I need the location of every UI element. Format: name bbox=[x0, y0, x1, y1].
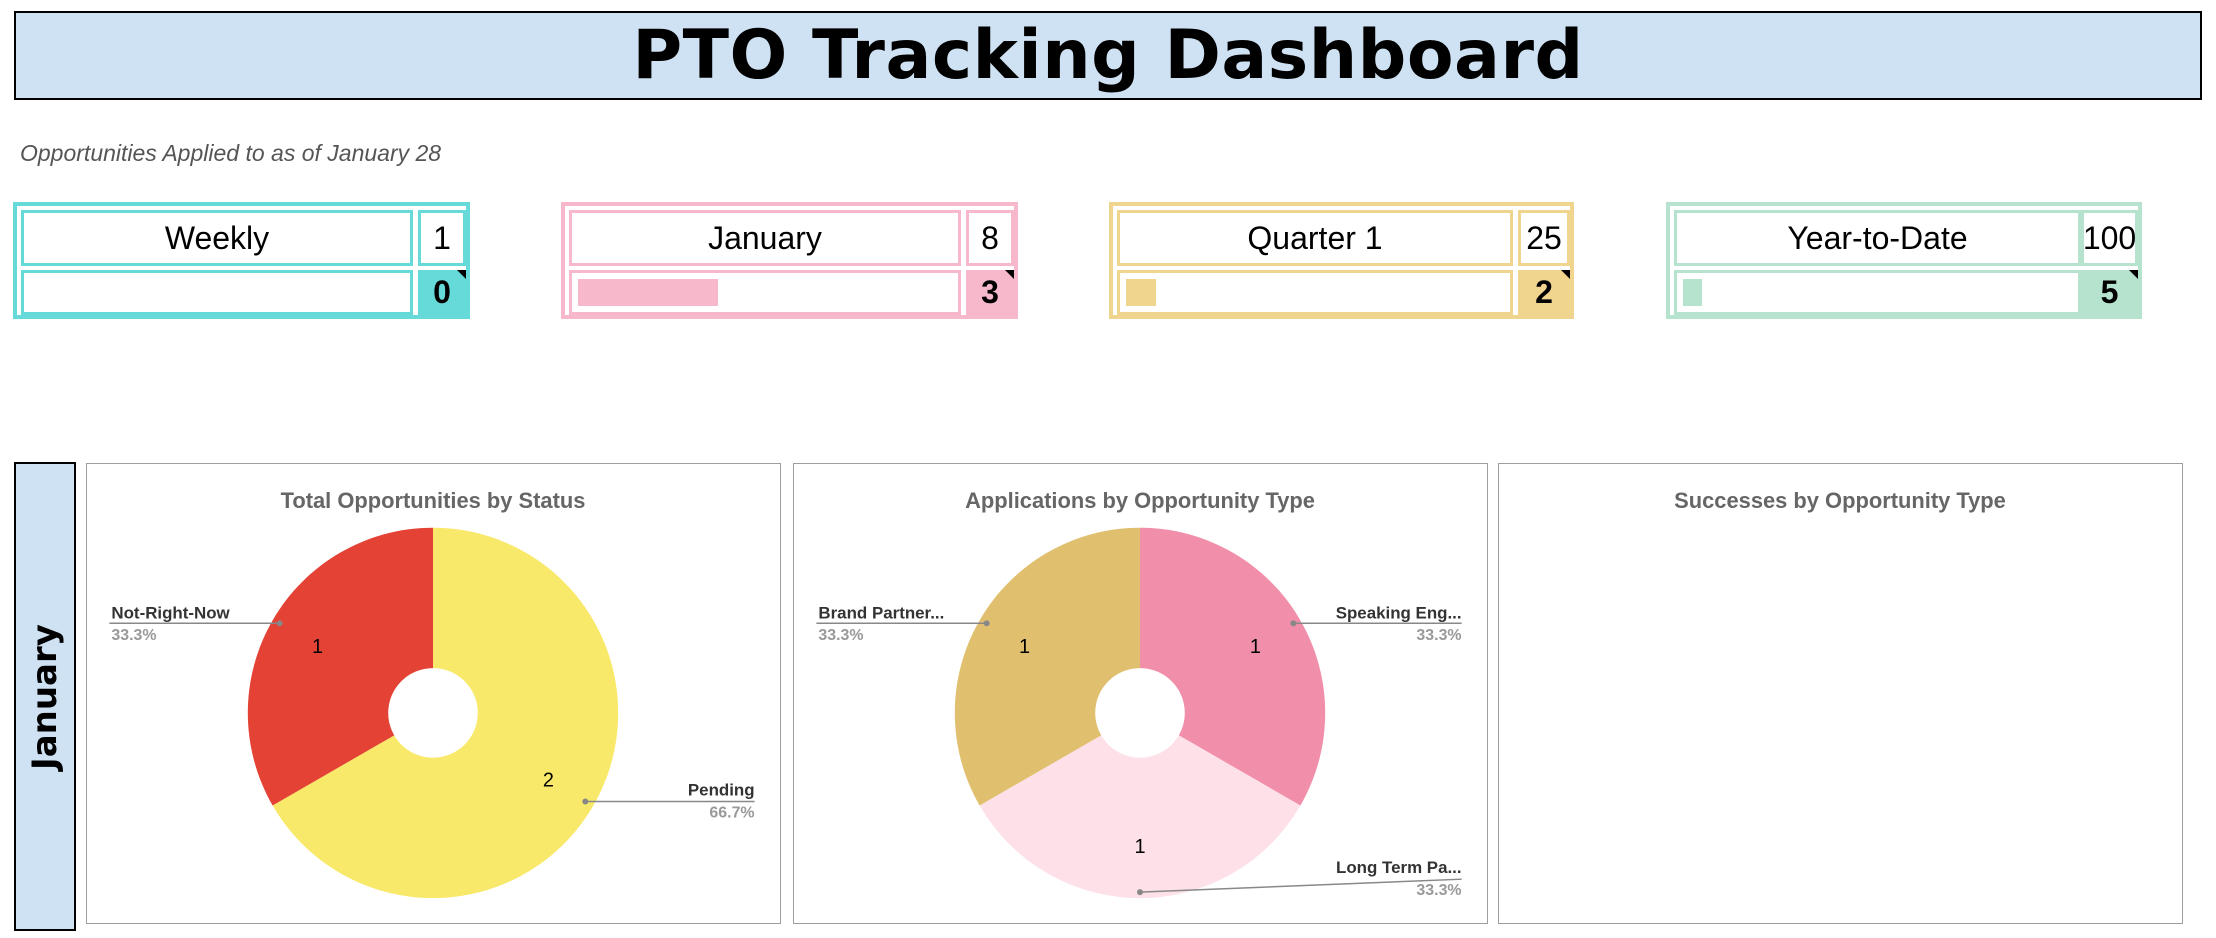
kpi-actual: 3 bbox=[981, 274, 999, 310]
slice-label: Speaking Eng... bbox=[1336, 603, 1462, 622]
section-label-text: January bbox=[25, 623, 65, 770]
slice-value-label: 1 bbox=[1134, 836, 1145, 858]
pie-slice[interactable] bbox=[247, 527, 434, 806]
kpi-goal: 25 bbox=[1518, 210, 1570, 266]
note-flag-icon bbox=[1561, 270, 1570, 279]
kpi-progress-track bbox=[1674, 270, 2081, 315]
slice-percent: 66.7% bbox=[709, 804, 754, 821]
kpi-goal: 8 bbox=[966, 210, 1014, 266]
kpi-actual: 2 bbox=[1535, 274, 1553, 310]
kpi-label: Quarter 1 bbox=[1117, 210, 1513, 266]
kpi-actual-cell[interactable]: 0 bbox=[418, 270, 466, 315]
slice-percent: 33.3% bbox=[111, 627, 156, 644]
pie-slice[interactable] bbox=[1140, 527, 1326, 806]
note-flag-icon bbox=[2129, 270, 2138, 279]
slice-values-group: 21 bbox=[312, 636, 554, 791]
slice-label: Pending bbox=[688, 781, 755, 800]
kpi-year-to-date: Year-to-Date 100 5 bbox=[1666, 202, 2142, 319]
chart-title: Total Opportunities by Status bbox=[281, 488, 586, 513]
slice-percent: 33.3% bbox=[818, 627, 863, 644]
chart-title: Successes by Opportunity Type bbox=[1674, 488, 2006, 513]
slice-values-group: 1 1 1 bbox=[1019, 636, 1261, 858]
kpi-actual-cell[interactable]: 3 bbox=[966, 270, 1014, 315]
slice-percent: 33.3% bbox=[1416, 627, 1461, 644]
slice-value-label: 1 bbox=[1019, 636, 1030, 658]
page-title: PTO Tracking Dashboard bbox=[632, 16, 1584, 95]
kpi-label: January bbox=[569, 210, 961, 266]
pie-slice[interactable] bbox=[954, 527, 1141, 806]
slice-value-label: 1 bbox=[1250, 636, 1261, 658]
slice-label: Long Term Pa... bbox=[1336, 858, 1462, 877]
kpi-progress-fill bbox=[578, 279, 719, 306]
kpi-progress-track bbox=[569, 270, 961, 315]
pie-slice[interactable] bbox=[979, 712, 1301, 899]
slice-label: Not-Right-Now bbox=[111, 603, 230, 622]
chart-applications-by-opportunity-type[interactable]: Applications by Opportunity Type 1 1 1 Bra… bbox=[793, 463, 1488, 924]
leader-dot bbox=[276, 620, 283, 627]
section-label: January bbox=[14, 462, 76, 931]
kpi-january: January 8 3 bbox=[561, 202, 1018, 319]
donut-chart: Total Opportunities by Status 21 Not-Rig… bbox=[109, 488, 755, 899]
leader-dot bbox=[983, 620, 990, 627]
leader-dot bbox=[582, 798, 589, 805]
donut-chart: Successes by Opportunity Type bbox=[1674, 488, 2006, 513]
kpi-actual: 5 bbox=[2100, 274, 2119, 310]
as-of-subtitle: Opportunities Applied to as of January 2… bbox=[20, 140, 442, 166]
slice-value-label: 2 bbox=[543, 770, 554, 792]
kpi-label: Weekly bbox=[21, 210, 413, 266]
kpi-quarter-1: Quarter 1 25 2 bbox=[1109, 202, 1574, 319]
donut-hole bbox=[1095, 668, 1185, 758]
slice-label: Brand Partner... bbox=[818, 603, 944, 622]
slice-percent: 33.3% bbox=[1416, 882, 1461, 899]
kpi-progress-fill bbox=[1683, 279, 1703, 306]
kpi-progress-track bbox=[21, 270, 413, 315]
note-flag-icon bbox=[1005, 270, 1014, 279]
kpi-label: Year-to-Date bbox=[1674, 210, 2081, 266]
leader-line bbox=[1139, 878, 1462, 893]
slice-value-label: 1 bbox=[312, 636, 323, 658]
leader-dot bbox=[1290, 620, 1297, 627]
donut-chart: Applications by Opportunity Type 1 1 1 Bra… bbox=[816, 488, 1462, 899]
kpi-actual-cell[interactable]: 5 bbox=[2081, 270, 2138, 315]
chart-title: Applications by Opportunity Type bbox=[965, 488, 1315, 513]
kpi-goal: 100 bbox=[2081, 210, 2138, 266]
kpi-actual-cell[interactable]: 2 bbox=[1518, 270, 1570, 315]
slices-group bbox=[954, 527, 1326, 899]
note-flag-icon bbox=[457, 270, 466, 279]
dashboard-title-bar: PTO Tracking Dashboard bbox=[14, 11, 2202, 100]
kpi-actual: 0 bbox=[433, 274, 451, 310]
kpi-progress-fill bbox=[1126, 279, 1157, 306]
kpi-weekly: Weekly 1 0 bbox=[13, 202, 470, 319]
kpi-progress-track bbox=[1117, 270, 1513, 315]
chart-successes-by-opportunity-type[interactable]: Successes by Opportunity Type bbox=[1498, 463, 2183, 924]
kpi-goal: 1 bbox=[418, 210, 466, 266]
leader-dot bbox=[1137, 889, 1143, 896]
donut-hole bbox=[388, 668, 478, 758]
